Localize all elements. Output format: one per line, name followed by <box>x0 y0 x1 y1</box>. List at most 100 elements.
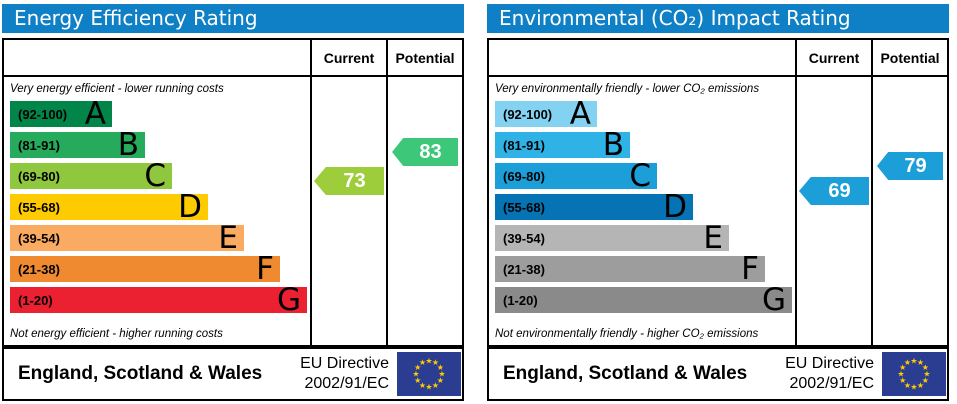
eu-flag-star: ★ <box>899 363 906 372</box>
eu-flag-star: ★ <box>910 357 917 366</box>
bottom-caption: Not energy efficient - higher running co… <box>10 328 223 340</box>
band-letter-label: D <box>178 189 202 225</box>
band-range-label: (55-68) <box>503 199 545 215</box>
potential-column <box>873 77 947 345</box>
potential-column <box>388 77 462 345</box>
band-range-label: (81-91) <box>503 137 545 153</box>
band-range-label: (21-38) <box>18 261 60 277</box>
eu-flag-star: ★ <box>437 363 444 372</box>
band-d: (55-68) D <box>495 189 693 225</box>
eu-flag-star: ★ <box>910 383 917 392</box>
band-b: (81-91) B <box>495 127 630 163</box>
eu-directive-label: EU Directive 2002/91/EC <box>785 354 874 394</box>
column-header-potential: Potential <box>880 49 940 66</box>
current-rating-arrow: 73 <box>314 167 384 195</box>
eu-flag-star: ★ <box>922 376 929 385</box>
band-range-label: (55-68) <box>18 199 60 215</box>
panel-title: Energy Efficiency Rating <box>2 4 464 33</box>
panel-title: Environmental (CO₂) Impact Rating <box>487 4 949 33</box>
band-f: (21-38) F <box>495 251 765 287</box>
current-column <box>312 77 388 345</box>
band-letter-label: E <box>218 220 238 256</box>
band-g: (1-20) G <box>495 282 792 318</box>
eu-flag-icon: ★ ★★★★★★★★★★★ <box>397 352 461 396</box>
band-a: (92-100) A <box>495 96 597 132</box>
band-letter-label: A <box>569 96 591 132</box>
band-letter-label: F <box>256 251 274 287</box>
energy-efficiency-panel: Energy Efficiency Rating Current Potenti… <box>2 4 464 401</box>
table-body: Very energy efficient - lower running co… <box>4 77 462 345</box>
eu-flag-star: ★ <box>904 381 911 390</box>
band-c: (69-80) C <box>495 158 657 194</box>
region-label: England, Scotland & Wales <box>503 363 748 384</box>
band-e: (39-54) E <box>10 220 244 256</box>
eu-flag-star: ★ <box>438 370 445 379</box>
band-b: (81-91) B <box>10 127 145 163</box>
eu-flag-star: ★ <box>419 381 426 390</box>
band-letter-label: C <box>144 158 166 194</box>
table-header-row: Current Potential <box>489 40 947 77</box>
band-range-label: (81-91) <box>18 137 60 153</box>
header-spacer-cell <box>489 40 797 75</box>
eu-flag-star: ★ <box>425 383 432 392</box>
band-list: (92-100) A (81-91) B (69-80) C (55-68) D (39-54)… <box>10 99 310 318</box>
top-caption: Very environmentally friendly - lower CO… <box>495 83 760 95</box>
rating-table: Current Potential Very environmentally f… <box>487 38 949 347</box>
column-header-current: Current <box>312 40 388 75</box>
band-letter-label: C <box>629 158 651 194</box>
table-body: Very environmentally friendly - lower CO… <box>489 77 947 345</box>
band-letter-label: B <box>602 127 624 163</box>
bottom-caption: Not environmentally friendly - higher CO… <box>495 328 759 340</box>
eu-directive-line2: 2002/91/EC <box>304 375 389 392</box>
band-f: (21-38) F <box>10 251 280 287</box>
band-letter-label: E <box>703 220 723 256</box>
header-spacer-cell <box>4 40 312 75</box>
eu-flag-star: ★ <box>899 376 906 385</box>
eu-flag-star: ★ <box>904 358 911 367</box>
bands-column: Very energy efficient - lower running co… <box>4 77 312 345</box>
eu-flag-star: ★ <box>419 358 426 367</box>
eu-directive-label: EU Directive 2002/91/EC <box>300 354 389 394</box>
top-caption: Very energy efficient - lower running co… <box>10 83 224 95</box>
band-letter-label: F <box>741 251 759 287</box>
bands-column: Very environmentally friendly - lower CO… <box>489 77 797 345</box>
band-list: (92-100) A (81-91) B (69-80) C (55-68) D (39-54)… <box>495 96 795 318</box>
potential-rating-arrow: 79 <box>877 152 943 180</box>
column-header-current: Current <box>797 40 873 75</box>
eu-flag-star: ★ <box>414 363 421 372</box>
potential-rating-arrow: 83 <box>392 138 458 166</box>
rating-table: Current Potential Very energy efficient … <box>2 38 464 347</box>
eu-directive-line2: 2002/91/EC <box>789 375 874 392</box>
band-range-label: (92-100) <box>18 106 68 122</box>
eu-directive-line1: EU Directive <box>785 355 874 372</box>
eu-flag-star: ★ <box>432 381 439 390</box>
band-g: (1-20) G <box>10 282 307 318</box>
footer-bar: England, Scotland & Wales EU Directive 2… <box>2 347 464 401</box>
band-range-label: (69-80) <box>503 168 545 184</box>
band-e: (39-54) E <box>495 220 729 256</box>
band-letter-label: D <box>663 189 687 225</box>
eu-flag-star: ★ <box>412 370 419 379</box>
band-range-label: (39-54) <box>18 230 60 246</box>
footer-bar: England, Scotland & Wales EU Directive 2… <box>487 347 949 401</box>
band-range-label: (69-80) <box>18 168 60 184</box>
region-label: England, Scotland & Wales <box>18 363 263 384</box>
band-a: (92-100) A <box>10 99 112 130</box>
band-letter-label: B <box>117 127 139 163</box>
eu-flag-star: ★ <box>917 381 924 390</box>
band-c: (69-80) C <box>10 158 172 194</box>
environmental-impact-panel: Environmental (CO₂) Impact Rating Curren… <box>487 4 949 401</box>
band-range-label: (21-38) <box>503 261 545 277</box>
current-column <box>797 77 873 345</box>
band-letter-label: G <box>761 282 786 318</box>
band-d: (55-68) D <box>10 189 208 225</box>
column-header-potential: Potential <box>395 49 455 66</box>
table-header-row: Current Potential <box>4 40 462 77</box>
band-letter-label: G <box>276 282 301 318</box>
eu-flag-star: ★ <box>897 370 904 379</box>
eu-flag-icon: ★ ★★★★★★★★★★★ <box>882 352 946 396</box>
band-range-label: (39-54) <box>503 230 545 246</box>
eu-flag-star: ★ <box>917 358 924 367</box>
band-range-label: (1-20) <box>503 292 538 308</box>
